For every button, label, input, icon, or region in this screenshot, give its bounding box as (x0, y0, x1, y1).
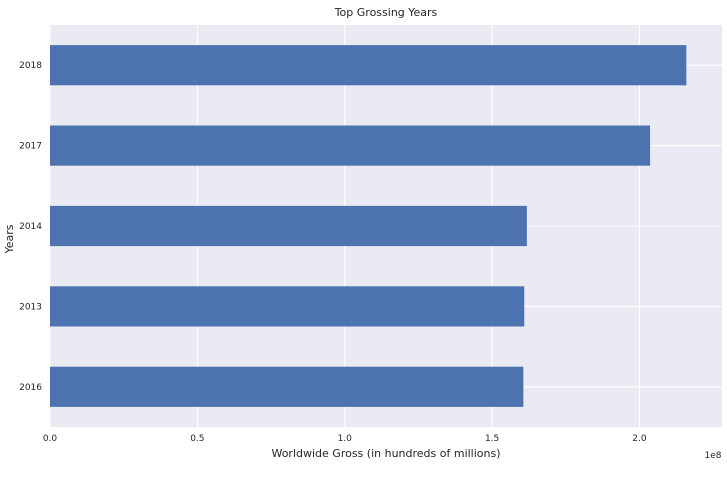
y-tick-label: 2016 (19, 383, 42, 393)
x-axis-offset-text: 1e8 (705, 451, 722, 461)
bars (50, 45, 687, 407)
x-axis-label: Worldwide Gross (in hundreds of millions… (271, 447, 500, 460)
x-tick-label: 1.0 (338, 434, 353, 444)
bar-2014 (50, 205, 527, 247)
x-tick-labels: 0.0 0.5 1.0 1.5 2.0 (43, 434, 647, 444)
y-tick-label: 2018 (19, 61, 42, 71)
chart-title: Top Grossing Years (334, 6, 438, 19)
y-tick-label: 2014 (19, 222, 42, 232)
y-tick-label: 2013 (19, 302, 42, 312)
bar-2016 (50, 366, 524, 407)
y-tick-labels: 2016 2013 2014 2017 2018 (19, 61, 42, 393)
x-tick-label: 0.5 (190, 434, 204, 444)
bar-2013 (50, 286, 525, 327)
bar-2017 (50, 125, 651, 166)
bar-2018 (50, 45, 687, 86)
x-tick-label: 2.0 (632, 434, 647, 444)
y-axis-label: Years (3, 224, 16, 254)
x-tick-label: 1.5 (485, 434, 499, 444)
x-tick-label: 0.0 (43, 434, 58, 444)
y-tick-label: 2017 (19, 142, 42, 152)
